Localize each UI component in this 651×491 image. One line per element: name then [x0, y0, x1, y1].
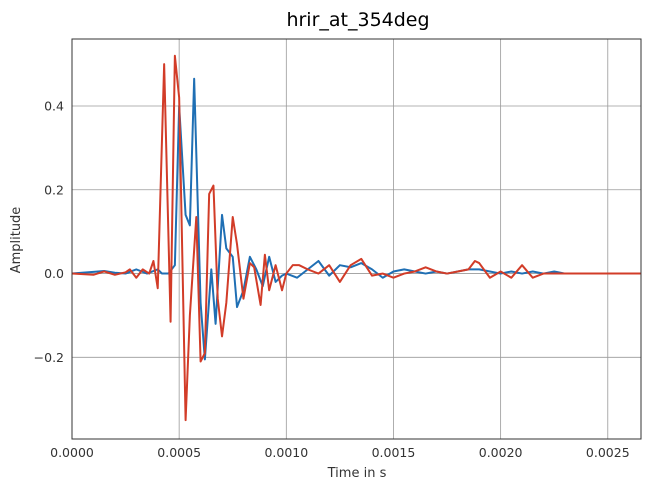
x-tick-label: 0.0025 [586, 445, 630, 460]
x-tick-label: 0.0020 [479, 445, 523, 460]
x-axis-label: Time in s [327, 466, 387, 481]
x-tick-label: 0.0010 [264, 445, 308, 460]
grid [71, 39, 641, 439]
y-tick-label: 0.0 [44, 266, 64, 281]
y-tick-label: 0.4 [44, 99, 64, 114]
series-line-1 [72, 77, 641, 361]
x-tick-label: 0.0000 [50, 445, 94, 460]
x-tick-label: 0.0015 [372, 445, 416, 460]
y-axis-label: Amplitude [9, 207, 24, 274]
series-line-2 [72, 54, 641, 422]
plot-area [72, 54, 641, 422]
y-tick-label: −0.2 [34, 350, 64, 365]
plot-frame [71, 38, 642, 440]
chart-title: hrir_at_354deg [286, 9, 429, 31]
tick-labels: 0.0000 0.0005 0.0010 0.0015 0.0020 0.0025 −0.2… [34, 99, 630, 460]
y-tick-label: 0.2 [44, 182, 64, 197]
x-tick-label: 0.0005 [157, 445, 201, 460]
